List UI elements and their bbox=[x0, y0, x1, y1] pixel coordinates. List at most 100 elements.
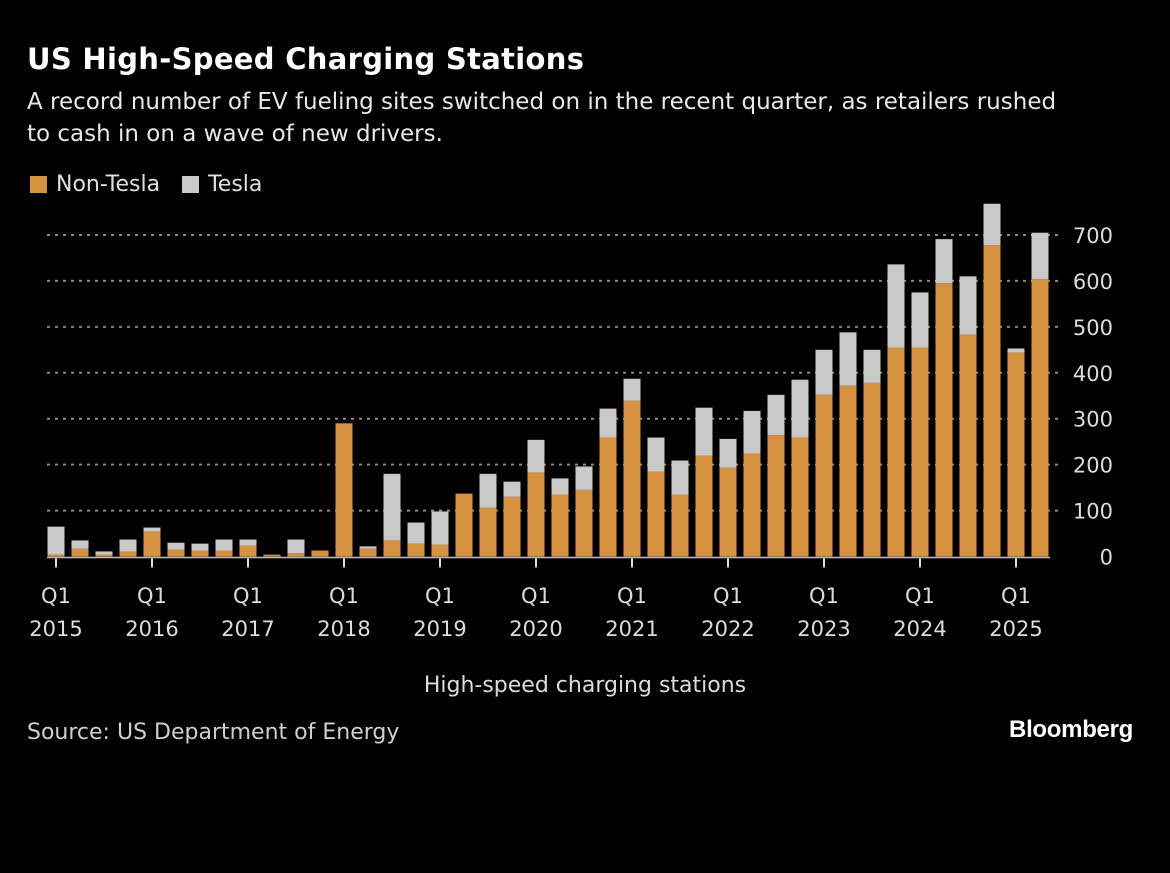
bar-non-tesla bbox=[359, 548, 377, 557]
x-tick-label-year: 2016 bbox=[125, 617, 178, 641]
bar-non-tesla bbox=[455, 493, 473, 557]
bar-tesla bbox=[623, 378, 641, 401]
x-tick-label-quarter: Q1 bbox=[233, 584, 263, 608]
bar-tesla bbox=[599, 408, 617, 438]
bloomberg-logo: Bloomberg bbox=[1009, 716, 1133, 743]
bar-non-tesla bbox=[215, 550, 233, 557]
bar-tesla bbox=[959, 276, 977, 335]
bar-non-tesla bbox=[167, 549, 185, 557]
bar-tesla bbox=[383, 473, 401, 541]
x-tick-label-quarter: Q1 bbox=[41, 584, 71, 608]
legend-swatch-non-tesla bbox=[30, 176, 47, 193]
x-tick-label-year: 2018 bbox=[317, 617, 370, 641]
bar-non-tesla bbox=[695, 455, 713, 557]
bar-non-tesla bbox=[959, 334, 977, 557]
bar-non-tesla bbox=[1031, 279, 1049, 557]
bar-tesla bbox=[119, 539, 137, 552]
y-tick-label: 600 bbox=[1073, 270, 1113, 294]
bar-tesla bbox=[671, 460, 689, 495]
x-tick-label-quarter: Q1 bbox=[521, 584, 551, 608]
y-tick-label: 300 bbox=[1073, 408, 1113, 432]
bar-tesla bbox=[95, 551, 113, 555]
bar-tesla bbox=[287, 539, 305, 554]
bar-tesla bbox=[551, 478, 569, 495]
chart-subtitle: A record number of EV fueling sites swit… bbox=[27, 89, 1057, 147]
legend-swatch-tesla bbox=[182, 176, 200, 193]
bar-non-tesla bbox=[791, 437, 809, 557]
bar-non-tesla bbox=[887, 347, 905, 557]
bar-non-tesla bbox=[191, 550, 209, 557]
legend-label-tesla: Tesla bbox=[208, 172, 263, 197]
bar-non-tesla bbox=[935, 283, 953, 557]
bar-non-tesla bbox=[767, 435, 785, 557]
x-tick-label-quarter: Q1 bbox=[425, 584, 455, 608]
x-tick-label-year: 2023 bbox=[797, 617, 850, 641]
bar-tesla bbox=[719, 438, 737, 468]
bar-non-tesla bbox=[671, 494, 689, 557]
bar-non-tesla bbox=[431, 544, 449, 557]
bar-non-tesla bbox=[839, 385, 857, 557]
y-tick-label: 700 bbox=[1073, 224, 1113, 248]
x-tick-label-year: 2017 bbox=[221, 617, 274, 641]
bar-tesla bbox=[575, 466, 593, 490]
bar-tesla bbox=[239, 539, 257, 546]
bar-non-tesla bbox=[503, 496, 521, 557]
x-tick-label-quarter: Q1 bbox=[329, 584, 359, 608]
bar-non-tesla bbox=[407, 543, 425, 557]
y-tick-label: 100 bbox=[1073, 500, 1113, 524]
bar-non-tesla bbox=[647, 471, 665, 557]
x-tick-label-year: 2020 bbox=[509, 617, 562, 641]
bar-tesla bbox=[1031, 232, 1049, 280]
chart-title: US High-Speed Charging Stations bbox=[27, 42, 585, 76]
bar-tesla bbox=[143, 527, 161, 532]
bar-non-tesla bbox=[623, 400, 641, 557]
bar-non-tesla bbox=[527, 472, 545, 557]
bar-non-tesla bbox=[71, 548, 89, 557]
bar-non-tesla bbox=[47, 554, 65, 557]
bar-non-tesla bbox=[383, 540, 401, 557]
legend-item-non-tesla: Non-Tesla bbox=[30, 172, 160, 197]
y-tick-label: 500 bbox=[1073, 316, 1113, 340]
bar-non-tesla bbox=[119, 551, 137, 557]
x-tick-label-quarter: Q1 bbox=[905, 584, 935, 608]
bar-non-tesla bbox=[599, 437, 617, 557]
bar-non-tesla bbox=[479, 507, 497, 557]
bar-tesla bbox=[359, 546, 377, 549]
bar-tesla bbox=[167, 542, 185, 550]
bar-tesla bbox=[647, 437, 665, 472]
bar-non-tesla bbox=[575, 489, 593, 557]
bar-non-tesla bbox=[239, 545, 257, 557]
x-tick-label-year: 2015 bbox=[29, 617, 82, 641]
legend-label-non-tesla: Non-Tesla bbox=[56, 172, 161, 197]
bar-non-tesla bbox=[95, 554, 113, 557]
y-tick-label: 0 bbox=[1100, 546, 1113, 570]
bar-tesla bbox=[815, 349, 833, 395]
bar-tesla bbox=[527, 439, 545, 473]
bar-tesla bbox=[215, 539, 233, 551]
bar-non-tesla bbox=[983, 245, 1001, 557]
x-tick-label-quarter: Q1 bbox=[1001, 584, 1031, 608]
bar-tesla bbox=[1007, 348, 1025, 353]
x-tick-label-year: 2022 bbox=[701, 617, 754, 641]
bar-tesla bbox=[47, 526, 65, 555]
bar-non-tesla bbox=[335, 423, 353, 557]
x-tick-label-quarter: Q1 bbox=[137, 584, 167, 608]
bar-tesla bbox=[983, 203, 1001, 246]
x-tick-label-quarter: Q1 bbox=[809, 584, 839, 608]
bar-non-tesla bbox=[815, 394, 833, 557]
x-axis-label: High-speed charging stations bbox=[424, 673, 746, 698]
legend-item-tesla: Tesla bbox=[182, 172, 262, 197]
bar-tesla bbox=[71, 540, 89, 549]
bar-non-tesla bbox=[911, 347, 929, 557]
bar-non-tesla bbox=[551, 494, 569, 557]
bar-tesla bbox=[191, 543, 209, 551]
bar-tesla bbox=[887, 264, 905, 348]
bar-tesla bbox=[767, 394, 785, 436]
bar-tesla bbox=[503, 481, 521, 497]
x-tick-label-quarter: Q1 bbox=[713, 584, 743, 608]
bar-tesla bbox=[479, 473, 497, 508]
legend: Non-Tesla Tesla bbox=[30, 172, 262, 197]
source-note: Source: US Department of Energy bbox=[27, 720, 400, 745]
bar-tesla bbox=[935, 239, 953, 284]
